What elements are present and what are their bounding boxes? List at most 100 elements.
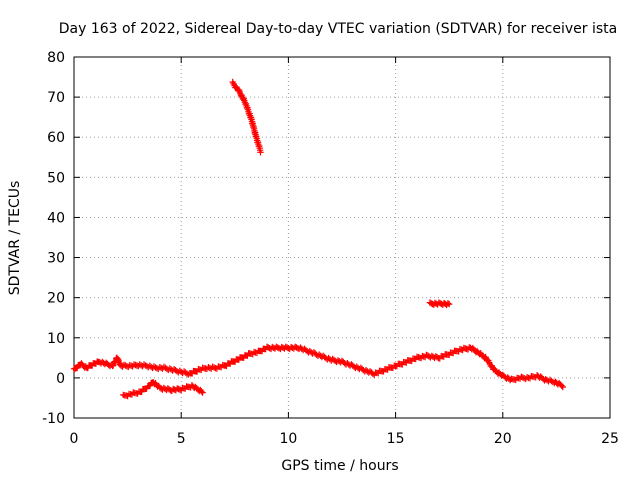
data-point xyxy=(222,364,226,368)
data-point xyxy=(250,120,254,123)
data-point xyxy=(297,346,301,349)
data-point xyxy=(188,372,191,376)
axis-ticks: 0 5 10 15 20 25 -10 0 10 20 30 40 50 60 70 80 xyxy=(42,50,619,447)
plus-markers-main xyxy=(70,343,566,391)
x-axis-label: GPS time / hours xyxy=(281,458,398,474)
data-point xyxy=(158,386,161,390)
data-point xyxy=(458,348,462,351)
data-point xyxy=(231,81,234,85)
data-point xyxy=(237,89,241,93)
data-point xyxy=(527,376,530,380)
data-point xyxy=(501,374,504,378)
data-point xyxy=(287,346,290,349)
y-tick-label: 60 xyxy=(47,130,65,146)
data-point xyxy=(553,380,556,384)
data-point xyxy=(137,363,140,367)
plot-frame xyxy=(73,56,611,419)
data-point xyxy=(169,388,172,392)
data-point xyxy=(362,368,365,372)
data-point xyxy=(72,368,76,372)
data-point xyxy=(257,350,260,353)
data-point xyxy=(180,387,183,391)
data-point xyxy=(162,366,166,370)
data-point xyxy=(428,302,432,305)
data-point xyxy=(139,390,142,394)
x-tick-label: 5 xyxy=(177,431,186,447)
y-tick-label: 30 xyxy=(47,251,65,267)
x-tick-label: 15 xyxy=(387,431,405,447)
y-tick-label: 70 xyxy=(47,90,65,106)
data-point xyxy=(330,358,333,361)
x-tick-label: 20 xyxy=(494,431,512,447)
data-point xyxy=(373,372,376,376)
data-point xyxy=(448,352,451,355)
data-point xyxy=(214,366,217,370)
data-point xyxy=(92,362,95,366)
y-tick-label: 20 xyxy=(47,291,65,307)
y-tick-label: 0 xyxy=(56,371,65,387)
data-point xyxy=(415,356,419,359)
data-point xyxy=(85,366,89,370)
x-tick-label: 25 xyxy=(601,431,619,447)
data-point xyxy=(561,384,564,388)
data-point xyxy=(152,380,155,384)
y-tick-label: 80 xyxy=(47,50,65,66)
plus-markers-high-arc xyxy=(229,78,264,156)
data-point xyxy=(518,376,522,380)
data-point xyxy=(405,360,408,363)
data-point xyxy=(265,346,269,349)
y-axis-label: SDTVAR / TECUs xyxy=(7,181,23,296)
series-lower-arc xyxy=(120,379,206,400)
data-point xyxy=(128,364,131,368)
data-point xyxy=(535,374,539,378)
y-tick-label: -10 xyxy=(42,411,65,427)
data-point xyxy=(154,366,157,370)
data-point xyxy=(469,346,472,349)
series-main xyxy=(70,343,566,391)
y-tick-label: 40 xyxy=(47,210,65,226)
data-point xyxy=(437,356,440,359)
data-point xyxy=(231,360,234,363)
y-tick-label: 50 xyxy=(47,170,65,186)
data-point xyxy=(115,356,119,359)
data-point xyxy=(441,302,444,305)
data-point xyxy=(276,346,279,349)
data-point xyxy=(105,362,108,366)
plus-markers-lower-arc xyxy=(120,379,206,400)
data-point xyxy=(197,368,200,372)
x-tick-label: 10 xyxy=(279,431,297,447)
y-tick-label: 10 xyxy=(47,331,65,347)
data-point xyxy=(255,136,258,139)
data-point xyxy=(205,366,209,370)
data-point xyxy=(308,350,311,353)
data-point xyxy=(240,356,243,359)
data-point xyxy=(122,394,125,398)
data-point xyxy=(180,370,183,374)
data-point xyxy=(510,378,513,382)
data-point xyxy=(130,392,134,396)
chart-title: Day 163 of 2022, Sidereal Day-to-day VTE… xyxy=(59,21,617,37)
data-point xyxy=(111,364,114,368)
data-point xyxy=(340,360,344,363)
series-high-arc xyxy=(229,78,264,156)
grid-lines xyxy=(74,57,610,418)
data-point xyxy=(484,356,487,359)
data-point xyxy=(435,302,438,305)
data-point xyxy=(248,352,251,355)
data-point xyxy=(351,364,354,368)
data-point xyxy=(171,368,174,372)
data-series xyxy=(70,78,566,400)
data-point xyxy=(259,150,262,153)
data-point xyxy=(201,390,204,394)
data-point xyxy=(383,368,387,372)
data-point xyxy=(394,364,397,368)
series-short-segment xyxy=(426,299,453,309)
data-point xyxy=(475,350,479,353)
data-point xyxy=(493,368,496,372)
data-point xyxy=(426,354,429,357)
data-point xyxy=(98,360,101,363)
data-point xyxy=(448,303,451,306)
data-point xyxy=(244,101,247,105)
data-point xyxy=(145,364,149,368)
